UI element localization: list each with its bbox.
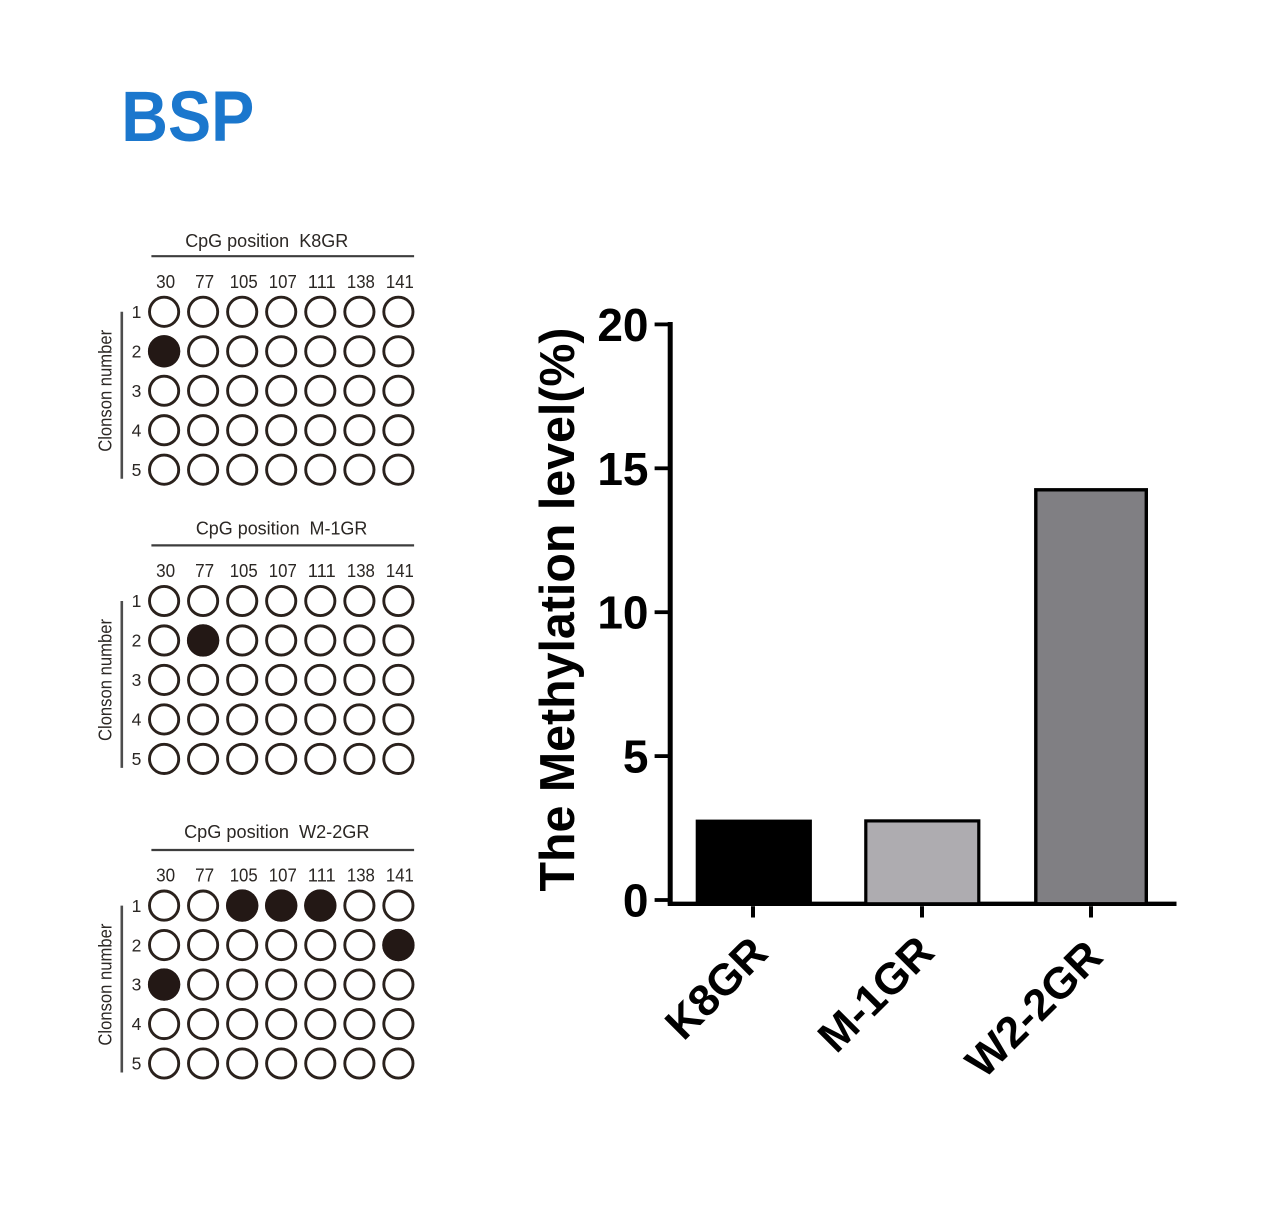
svg-text:20: 20: [597, 299, 648, 351]
svg-text:0: 0: [623, 875, 649, 927]
svg-text:BSP: BSP: [121, 78, 254, 157]
svg-text:5: 5: [623, 731, 649, 783]
svg-text:15: 15: [597, 443, 648, 495]
svg-text:CpG position M-1GR: CpG position M-1GR: [196, 518, 368, 539]
svg-text:138: 138: [347, 271, 375, 292]
svg-text:CpG position W2-2GR: CpG position W2-2GR: [184, 821, 369, 842]
svg-text:2: 2: [132, 342, 142, 362]
svg-text:Clonson number: Clonson number: [96, 330, 116, 452]
svg-text:107: 107: [269, 271, 297, 292]
svg-text:The Methylation level(%): The Methylation level(%): [530, 328, 585, 892]
svg-text:4: 4: [132, 420, 142, 440]
svg-text:3: 3: [132, 381, 142, 401]
svg-text:105: 105: [230, 271, 258, 292]
svg-text:CpG position K8GR: CpG position K8GR: [185, 230, 348, 251]
svg-text:77: 77: [195, 271, 214, 292]
svg-text:111: 111: [308, 271, 336, 292]
svg-text:10: 10: [597, 587, 648, 639]
svg-text:5: 5: [132, 460, 142, 480]
svg-text:1: 1: [132, 302, 142, 322]
svg-text:30: 30: [156, 271, 175, 292]
svg-text:141: 141: [386, 271, 414, 292]
